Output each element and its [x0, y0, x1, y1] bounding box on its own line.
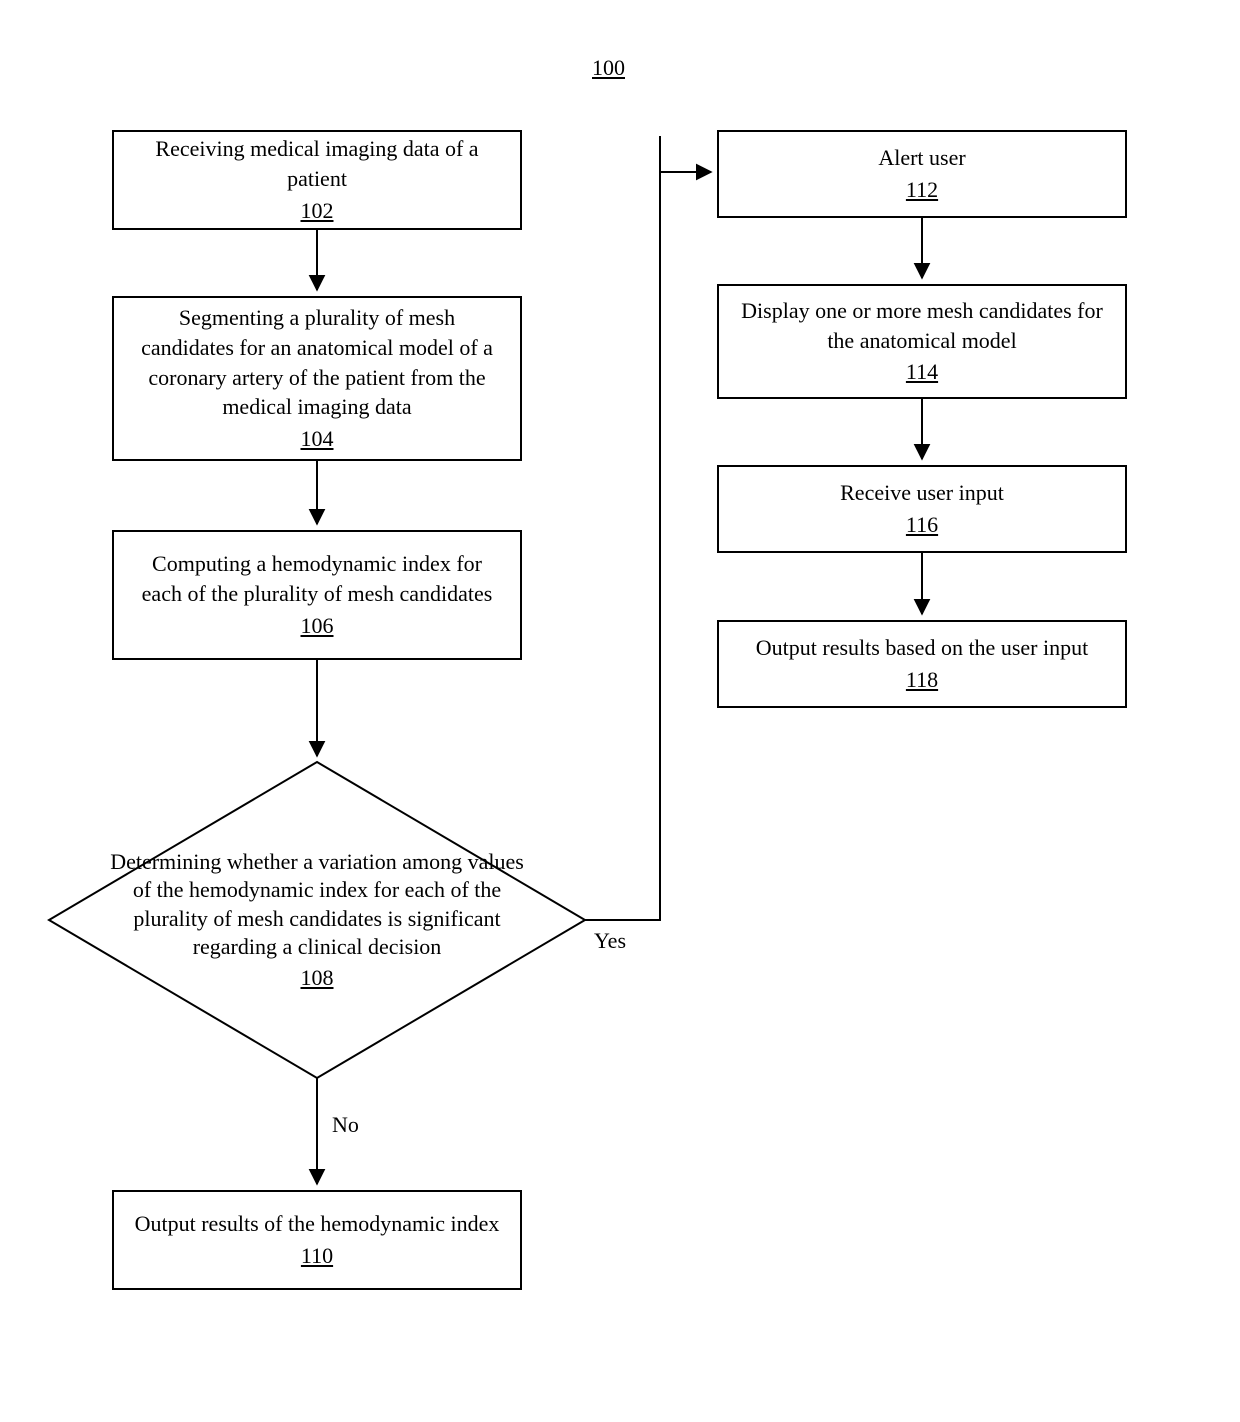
node-ref: 108 [301, 964, 334, 993]
node-112: Alert user 112 [717, 130, 1127, 218]
node-ref: 104 [301, 424, 334, 454]
node-text: Output results based on the user input [756, 633, 1088, 663]
arrow-108-112 [585, 130, 675, 925]
node-110: Output results of the hemodynamic index … [112, 1190, 522, 1290]
node-116: Receive user input 116 [717, 465, 1127, 553]
node-text: Segmenting a plurality of mesh candidate… [134, 303, 500, 422]
node-ref: 114 [906, 357, 938, 387]
node-118: Output results based on the user input 1… [717, 620, 1127, 708]
figure-ref: 100 [592, 55, 625, 81]
arrow-112-114 [920, 218, 924, 284]
node-ref: 106 [301, 611, 334, 641]
node-ref: 112 [906, 175, 938, 205]
node-text: Receiving medical imaging data of a pati… [134, 134, 500, 193]
node-ref: 110 [301, 1241, 333, 1271]
node-ref: 118 [906, 665, 938, 695]
arrow-114-116 [920, 399, 924, 465]
node-text: Output results of the hemodynamic index [135, 1209, 500, 1239]
node-106: Computing a hemodynamic index for each o… [112, 530, 522, 660]
arrow-106-108 [315, 660, 319, 762]
node-text: Alert user [878, 143, 965, 173]
node-ref: 102 [301, 196, 334, 226]
node-ref: 116 [906, 510, 938, 540]
arrow-108-110 [315, 1078, 319, 1190]
node-text: Display one or more mesh candidates for … [739, 296, 1105, 355]
node-text: Determining whether a variation among va… [107, 848, 527, 962]
arrow-104-106 [315, 461, 319, 530]
node-text: Receive user input [840, 478, 1004, 508]
node-102: Receiving medical imaging data of a pati… [112, 130, 522, 230]
node-114: Display one or more mesh candidates for … [717, 284, 1127, 399]
arrow-116-118 [920, 553, 924, 620]
arrow-102-104 [315, 230, 319, 296]
node-108-decision: Determining whether a variation among va… [47, 760, 587, 1080]
edge-label-yes: Yes [594, 928, 626, 954]
edge-label-no: No [332, 1112, 359, 1138]
node-104: Segmenting a plurality of mesh candidate… [112, 296, 522, 461]
node-text: Computing a hemodynamic index for each o… [134, 549, 500, 608]
